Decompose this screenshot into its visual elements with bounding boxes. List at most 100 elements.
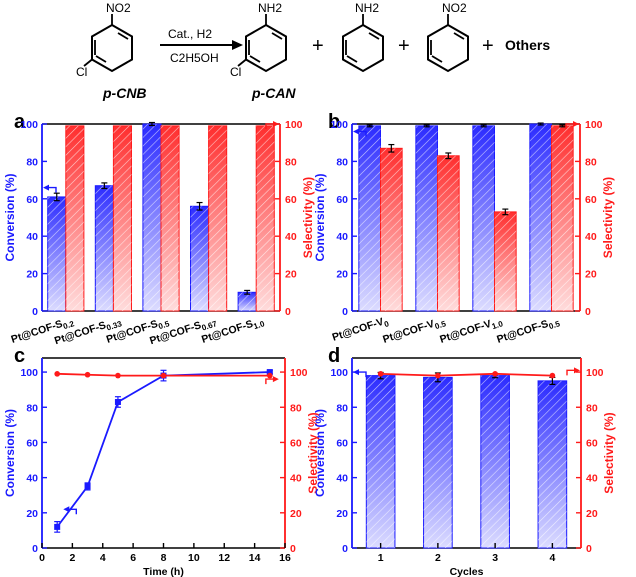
left-y-tick-label: 60 bbox=[336, 437, 348, 449]
aniline-amino-group: NH2 bbox=[355, 1, 379, 15]
conversion-bar-hatch bbox=[423, 377, 453, 548]
conversion-axis-arrow bbox=[356, 371, 367, 378]
x-tick-label: 4 bbox=[100, 552, 106, 564]
chart-panel-b: b 0 20 40 60 80 100 0 20 40 60 80 100 Conversion (%) S… bbox=[313, 111, 615, 347]
right-y-tick-label: 0 bbox=[290, 543, 296, 555]
conversion-bar-hatch bbox=[366, 375, 395, 548]
right-y-tick-label: 80 bbox=[586, 402, 598, 414]
left-y-tick-label: 20 bbox=[336, 269, 348, 281]
conversion-axis-arrow bbox=[46, 186, 57, 193]
right-y-tick-label: 40 bbox=[585, 231, 597, 243]
selectivity-axis-arrow bbox=[265, 123, 276, 129]
selectivity-point bbox=[492, 371, 498, 377]
conversion-axis-arrow-head bbox=[353, 128, 359, 135]
right-y-axis-title: Selectivity (%) bbox=[301, 177, 315, 258]
right-y-tick-label: 80 bbox=[285, 156, 297, 168]
selectivity-line bbox=[380, 372, 553, 377]
right-y-tick-label: 80 bbox=[585, 156, 597, 168]
conversion-bar-hatch bbox=[238, 292, 257, 311]
panel-letter-c: c bbox=[14, 345, 25, 367]
right-y-tick-label: 20 bbox=[290, 508, 302, 520]
right-y-tick-label: 80 bbox=[290, 402, 302, 414]
conversion-axis-arrow-head bbox=[353, 369, 359, 376]
right-y-tick-label: 100 bbox=[586, 367, 604, 379]
reactant-chloro-group: Cl bbox=[76, 65, 87, 79]
reaction-scheme: NO2 Cl p-CNB Cat., H2 C2H5OH NH2 Cl p-CA… bbox=[76, 1, 550, 101]
product-main-benzene-ring bbox=[245, 23, 287, 73]
x-tick-label: 14 bbox=[249, 552, 261, 564]
right-y-tick-label: 100 bbox=[290, 367, 308, 379]
selectivity-bar-hatch bbox=[437, 155, 460, 311]
left-y-tick-label: 20 bbox=[336, 508, 348, 520]
right-y-tick-label: 100 bbox=[585, 119, 603, 131]
left-y-tick-label: 100 bbox=[330, 119, 348, 131]
left-y-tick-label: 60 bbox=[26, 437, 38, 449]
left-y-tick-label: 0 bbox=[32, 543, 38, 555]
x-tick-label: 12 bbox=[218, 552, 230, 564]
x-tick-label: 1 bbox=[378, 552, 384, 564]
selectivity-point bbox=[435, 372, 441, 379]
selectivity-axis-arrow-head bbox=[273, 121, 279, 127]
x-tick-label: 3 bbox=[492, 552, 498, 564]
selectivity-bar-hatch bbox=[161, 125, 180, 312]
selectivity-bar-hatch bbox=[380, 148, 403, 311]
right-y-tick-label: 40 bbox=[290, 473, 302, 485]
right-y-tick-label: 0 bbox=[285, 306, 291, 318]
selectivity-axis-arrow-head bbox=[573, 121, 579, 127]
selectivity-axis-arrow bbox=[265, 378, 276, 385]
conversion-axis-arrow-head bbox=[43, 184, 49, 191]
category-label: Pt@COF-V0.5 bbox=[381, 314, 447, 347]
conversion-bar-hatch bbox=[95, 185, 114, 311]
product-main-chloro-group: Cl bbox=[230, 65, 241, 79]
category-label: Pt@COF-S1.0 bbox=[200, 314, 266, 347]
selectivity-axis-arrow bbox=[566, 369, 577, 376]
category-label: Pt@COF-S0.5 bbox=[495, 314, 561, 347]
conversion-point bbox=[54, 523, 61, 530]
right-y-tick-label: 20 bbox=[586, 508, 598, 520]
product-main-amino-group: NH2 bbox=[258, 1, 282, 15]
left-y-tick-label: 0 bbox=[32, 306, 38, 318]
conversion-bar-hatch bbox=[47, 196, 66, 311]
left-y-axis-title: Conversion (%) bbox=[313, 409, 327, 497]
panel-letter-a: a bbox=[14, 111, 26, 133]
arrow-conditions-top: Cat., H2 bbox=[168, 27, 212, 41]
x-tick-label: 2 bbox=[69, 552, 75, 564]
conversion-bar-hatch bbox=[415, 125, 438, 312]
right-y-tick-label: 0 bbox=[585, 306, 591, 318]
left-y-tick-label: 40 bbox=[336, 473, 348, 485]
conversion-point bbox=[114, 398, 121, 405]
left-y-tick-label: 20 bbox=[26, 508, 38, 520]
conversion-bar-hatch bbox=[480, 375, 510, 548]
right-y-tick-label: 40 bbox=[586, 473, 598, 485]
x-tick-label: 0 bbox=[39, 552, 45, 564]
panel-letter-b: b bbox=[328, 111, 340, 133]
conversion-axis-arrow-head bbox=[63, 506, 70, 513]
reaction-arrowhead bbox=[232, 40, 243, 50]
plus-sign-2: + bbox=[398, 35, 410, 57]
nitrobenzene-nitro-group: NO2 bbox=[442, 1, 467, 15]
left-y-tick-label: 60 bbox=[26, 194, 38, 206]
left-y-tick-label: 40 bbox=[26, 231, 38, 243]
selectivity-point bbox=[115, 372, 121, 379]
x-tick-label: 4 bbox=[549, 552, 555, 564]
reactant-label: p-CNB bbox=[102, 85, 147, 101]
conversion-axis-arrow bbox=[66, 508, 77, 515]
conversion-bar-hatch bbox=[472, 125, 495, 312]
aniline-benzene-ring bbox=[342, 23, 384, 73]
product-main-label: p-CAN bbox=[251, 85, 296, 101]
selectivity-axis-arrow-head bbox=[574, 367, 580, 374]
selectivity-point bbox=[377, 371, 384, 377]
right-y-tick-label: 60 bbox=[285, 194, 297, 206]
conversion-bar-hatch bbox=[538, 380, 567, 548]
right-y-tick-label: 60 bbox=[290, 437, 302, 449]
reactant-benzene-ring bbox=[91, 23, 133, 73]
plus-sign-3: + bbox=[482, 35, 494, 57]
selectivity-point bbox=[54, 371, 60, 377]
left-y-tick-label: 60 bbox=[336, 194, 348, 206]
plus-sign-1: + bbox=[312, 35, 324, 57]
left-y-tick-label: 0 bbox=[342, 543, 348, 555]
conversion-point bbox=[266, 369, 273, 376]
category-label: Pt@COF-V0 bbox=[331, 314, 391, 345]
selectivity-bar-hatch bbox=[65, 125, 84, 312]
